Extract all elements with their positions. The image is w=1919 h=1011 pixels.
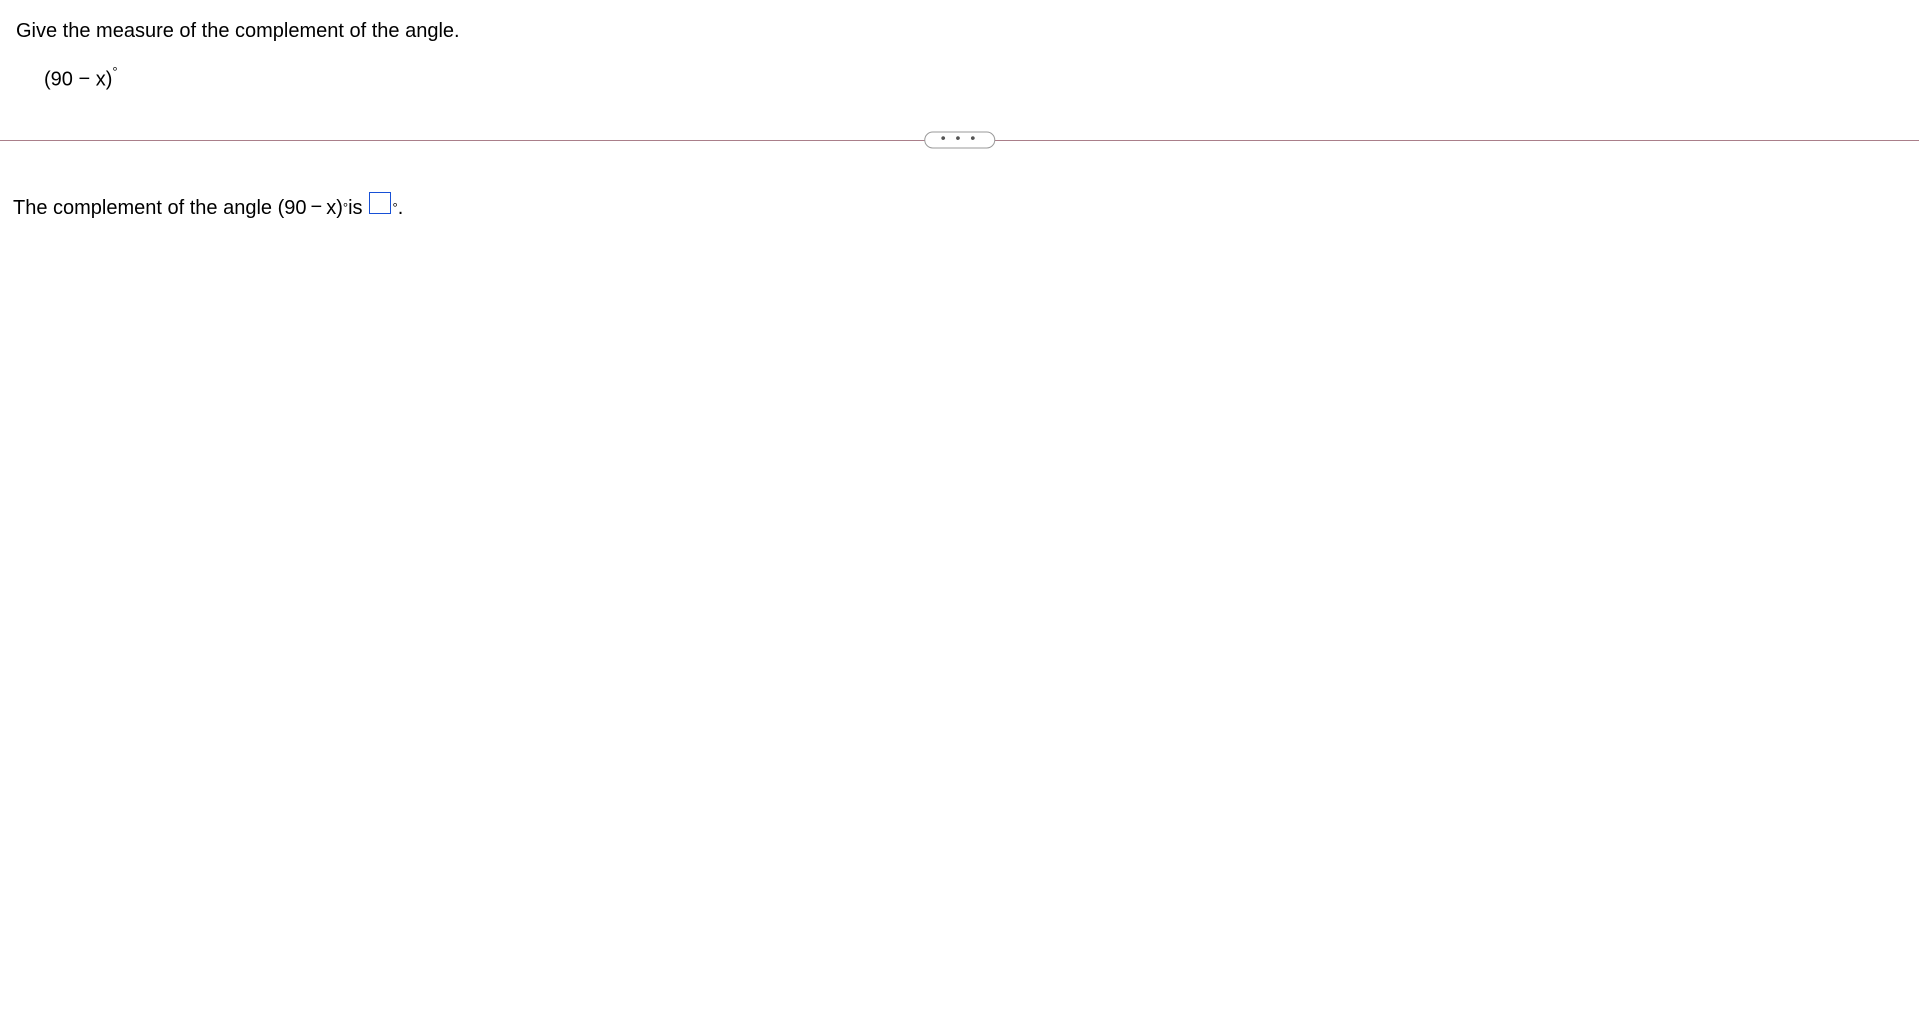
answer-is: is	[348, 197, 362, 220]
answer-var: x)	[326, 197, 343, 220]
ellipsis-icon: • • •	[941, 129, 978, 145]
expr-var: x)	[96, 69, 113, 91]
degree-symbol: °	[343, 200, 348, 215]
expr-minus: −	[78, 68, 90, 91]
question-area: Give the measure of the complement of th…	[0, 0, 1919, 92]
answer-period: .	[398, 197, 404, 220]
degree-symbol: °	[393, 200, 398, 215]
answer-area: The complement of the angle (90 − x)° is…	[0, 150, 1919, 220]
answer-input[interactable]	[369, 192, 391, 214]
answer-text-prefix: The complement of the angle (90	[13, 197, 307, 220]
expr-open: (90	[44, 69, 73, 91]
expand-pill-button[interactable]: • • •	[924, 131, 995, 148]
given-angle-expression: (90 − x)°	[44, 66, 118, 92]
question-prompt: Give the measure of the complement of th…	[16, 18, 1903, 44]
degree-symbol: °	[112, 64, 117, 79]
answer-minus: −	[311, 196, 323, 219]
answer-sentence: The complement of the angle (90 − x)° is…	[13, 192, 403, 220]
section-divider: • • •	[0, 130, 1919, 150]
